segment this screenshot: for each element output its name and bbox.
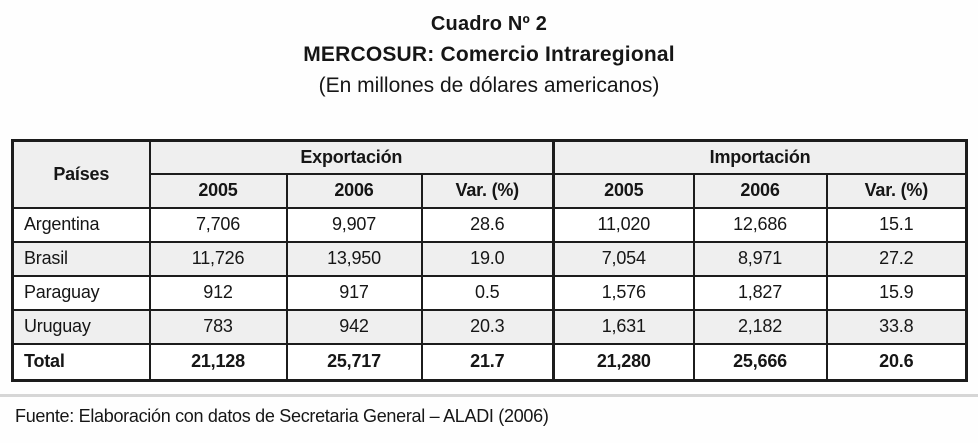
value-cell: 25,717: [285, 342, 423, 382]
title-block: Cuadro Nº 2 MERCOSUR: Comercio Intraregi…: [0, 9, 978, 101]
country-cell: Brasil: [11, 240, 151, 277]
value-cell: 7,054: [552, 240, 695, 277]
value-cell: 942: [285, 308, 423, 345]
value-cell: 8,971: [692, 240, 828, 277]
table-row-brasil: Brasil 11,726 13,950 19.0 7,054 8,971 27…: [11, 240, 968, 277]
table-row-paraguay: Paraguay 912 917 0.5 1,576 1,827 15.9: [11, 274, 968, 311]
value-cell: 13,950: [285, 240, 423, 277]
subheader-imp-2005: 2005: [552, 172, 695, 209]
table-group-header-row: Países Exportación Importación: [11, 139, 968, 209]
table-row-argentina: Argentina 7,706 9,907 28.6 11,020 12,686…: [11, 206, 968, 243]
mercosur-trade-table: Países Exportación Importación 2005 2006…: [11, 139, 969, 382]
subheader-exp-2005: 2005: [148, 172, 288, 209]
value-cell: 2,182: [692, 308, 828, 345]
country-cell: Uruguay: [11, 308, 151, 345]
header-exportacion: Exportación: [148, 139, 555, 175]
value-cell: 21,128: [148, 342, 288, 382]
divider-line: [0, 394, 978, 397]
value-cell: 9,907: [285, 206, 423, 243]
subheader-exp-var: Var. (%): [420, 172, 555, 209]
value-cell: 917: [285, 274, 423, 311]
value-cell: 11,020: [552, 206, 695, 243]
value-cell: 15.1: [825, 206, 968, 243]
value-cell: 11,726: [148, 240, 288, 277]
country-cell: Argentina: [11, 206, 151, 243]
table-subheader-row: 2005 2006 Var. (%) 2005 2006 Var. (%): [13, 172, 968, 209]
value-cell: 1,576: [552, 274, 695, 311]
table-row-total: Total 21,128 25,717 21.7 21,280 25,666 2…: [11, 342, 968, 382]
table-header: Países Exportación Importación 2005 2006…: [11, 139, 968, 209]
value-cell: 33.8: [825, 308, 968, 345]
value-cell: 1,631: [552, 308, 695, 345]
value-cell: 12,686: [692, 206, 828, 243]
source-note: Fuente: Elaboración con datos de Secreta…: [15, 406, 549, 426]
value-cell: 912: [148, 274, 288, 311]
value-cell: 20.3: [420, 308, 555, 345]
value-cell: 783: [148, 308, 288, 345]
subheader-imp-var: Var. (%): [825, 172, 968, 209]
value-cell: 15.9: [825, 274, 968, 311]
value-cell: 27.2: [825, 240, 968, 277]
value-cell: 21.7: [420, 342, 555, 382]
table-subtitle: (En millones de dólares americanos): [318, 74, 660, 97]
value-cell: 1,827: [692, 274, 828, 311]
table-main-title: MERCOSUR: Comercio Intraregional: [303, 43, 675, 66]
header-paises: Países: [11, 139, 151, 209]
table-row-uruguay: Uruguay 783 942 20.3 1,631 2,182 33.8: [11, 308, 968, 345]
value-cell: 0.5: [420, 274, 555, 311]
table-number-title: Cuadro Nº 2: [430, 13, 548, 35]
value-cell: 28.6: [420, 206, 555, 243]
value-cell: 7,706: [148, 206, 288, 243]
value-cell: 20.6: [825, 342, 968, 382]
total-label-cell: Total: [11, 342, 151, 382]
country-cell: Paraguay: [11, 274, 151, 311]
value-cell: 21,280: [552, 342, 695, 382]
value-cell: 25,666: [692, 342, 828, 382]
subheader-imp-2006: 2006: [692, 172, 828, 209]
table-body: Argentina 7,706 9,907 28.6 11,020 12,686…: [11, 206, 968, 382]
value-cell: 19.0: [420, 240, 555, 277]
subheader-exp-2006: 2006: [285, 172, 423, 209]
header-importacion: Importación: [552, 139, 968, 175]
